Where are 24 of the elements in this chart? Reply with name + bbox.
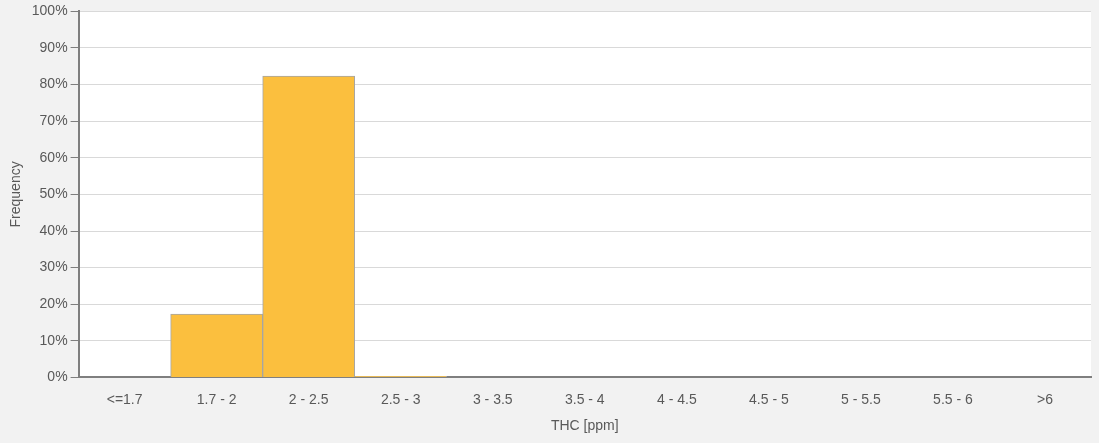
x-tick-label: 4.5 - 5 [749,390,789,407]
y-tick-label: 30% [39,258,68,275]
x-tick-label: 5.5 - 6 [933,390,973,407]
y-tick-label: 80% [39,75,68,92]
x-tick-label: 2.5 - 3 [380,390,421,407]
y-tick-label: 20% [39,295,68,312]
x-tick-label: 4 - 4.5 [656,390,697,407]
x-axis-title: THC [ppm] [550,417,619,434]
y-tick-label: 0% [47,368,68,385]
x-tick-label: >6 [1037,390,1054,407]
y-axis-title: Frequency [7,161,24,228]
x-tick-label: 3 - 3.5 [472,390,513,407]
x-tick-label: 3.5 - 4 [564,390,605,407]
x-tick-label: <=1.7 [106,390,143,407]
y-tick-label: 90% [39,38,68,55]
y-tick-label: 50% [39,185,68,202]
y-tick-label: 70% [39,112,68,129]
x-tick-label: 5 - 5.5 [841,390,881,407]
y-tick-label: 40% [39,221,68,238]
y-tick-label: 100% [31,2,68,19]
x-tick-label: 2 - 2.5 [288,390,329,407]
x-tick-label: 1.7 - 2 [196,390,237,407]
y-tick-label: 60% [39,148,68,165]
y-tick-label: 10% [39,331,68,348]
